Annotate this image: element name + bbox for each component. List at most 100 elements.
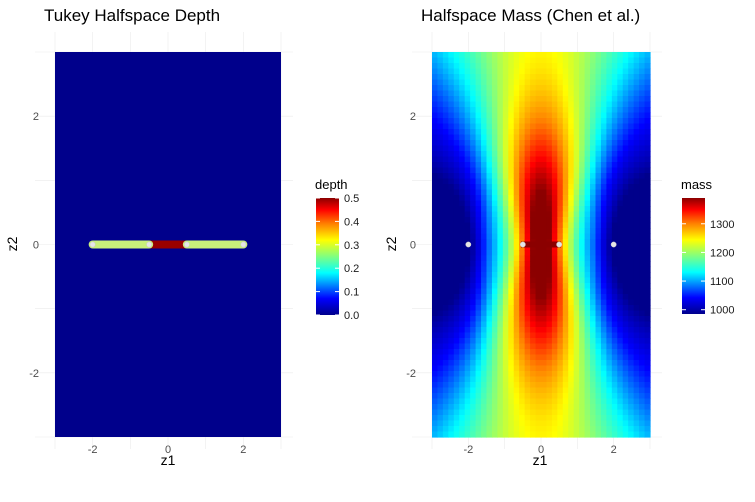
- mass-cell: [508, 299, 515, 306]
- mass-cell: [633, 376, 640, 383]
- mass-cell: [606, 173, 613, 180]
- mass-cell: [519, 277, 526, 284]
- mass-cell: [513, 316, 520, 323]
- mass-cell: [595, 167, 602, 174]
- mass-cell: [600, 167, 607, 174]
- data-point: [146, 241, 153, 248]
- mass-cell: [508, 112, 515, 119]
- mass-cell: [579, 288, 586, 295]
- mass-cell: [541, 294, 548, 301]
- mass-cell: [606, 261, 613, 268]
- mass-cell: [437, 79, 444, 86]
- mass-cell: [568, 250, 575, 257]
- mass-cell: [535, 228, 542, 235]
- mass-cell: [546, 332, 553, 339]
- mass-cell: [617, 266, 624, 273]
- mass-cell: [644, 228, 651, 235]
- mass-cell: [557, 107, 564, 114]
- mass-cell: [535, 107, 542, 114]
- mass-cell: [557, 244, 564, 251]
- mass-cell: [475, 310, 482, 317]
- mass-cell: [611, 294, 618, 301]
- mass-cell: [491, 90, 498, 97]
- mass-cell: [535, 85, 542, 92]
- mass-cell: [595, 162, 602, 169]
- mass-cell: [513, 96, 520, 103]
- mass-cell: [639, 68, 646, 75]
- mass-cell: [535, 283, 542, 290]
- mass-cell: [519, 222, 526, 229]
- mass-cell: [475, 162, 482, 169]
- mass-cell: [595, 68, 602, 75]
- mass-cell: [497, 343, 504, 350]
- mass-cell: [579, 420, 586, 427]
- mass-cell: [464, 68, 471, 75]
- mass-cell: [453, 112, 460, 119]
- mass-cell: [617, 310, 624, 317]
- mass-cell: [442, 90, 449, 97]
- mass-cell: [546, 387, 553, 394]
- mass-cell: [448, 404, 455, 411]
- mass-cell: [475, 101, 482, 108]
- mass-cell: [508, 167, 515, 174]
- mass-cell: [628, 365, 635, 372]
- mass-cell: [541, 206, 548, 213]
- mass-cell: [606, 360, 613, 367]
- mass-cell: [573, 266, 580, 273]
- mass-cell: [633, 327, 640, 334]
- mass-cell: [519, 145, 526, 152]
- mass-cell: [590, 107, 597, 114]
- mass-cell: [459, 195, 466, 202]
- mass-cell: [459, 134, 466, 141]
- mass-cell: [497, 365, 504, 372]
- mass-cell: [606, 63, 613, 70]
- mass-cell: [568, 277, 575, 284]
- mass-cell: [448, 68, 455, 75]
- mass-cell: [535, 112, 542, 119]
- mass-cell: [470, 79, 477, 86]
- mass-cell: [573, 52, 580, 59]
- mass-cell: [448, 338, 455, 345]
- mass-cell: [541, 387, 548, 394]
- mass-cell: [639, 222, 646, 229]
- mass-cell: [535, 140, 542, 147]
- mass-cell: [546, 360, 553, 367]
- mass-cell: [573, 162, 580, 169]
- mass-cell: [475, 228, 482, 235]
- mass-cell: [530, 387, 537, 394]
- mass-cell: [448, 211, 455, 218]
- mass-cell: [453, 178, 460, 185]
- mass-cell: [568, 426, 575, 433]
- mass-cell: [459, 68, 466, 75]
- mass-cell: [453, 310, 460, 317]
- mass-cell: [448, 255, 455, 262]
- mass-cell: [513, 310, 520, 317]
- mass-cell: [448, 393, 455, 400]
- mass-cell: [611, 338, 618, 345]
- mass-cell: [633, 217, 640, 224]
- mass-cell: [448, 90, 455, 97]
- mass-cell: [590, 343, 597, 350]
- mass-cell: [579, 415, 586, 422]
- mass-cell: [442, 79, 449, 86]
- mass-cell: [639, 354, 646, 361]
- mass-cell: [464, 343, 471, 350]
- mass-cell: [432, 85, 439, 92]
- mass-cell: [470, 266, 477, 273]
- mass-cell: [481, 228, 488, 235]
- mass-cell: [475, 431, 482, 438]
- mass-cell: [611, 299, 618, 306]
- mass-cell: [617, 222, 624, 229]
- mass-cell: [530, 398, 537, 405]
- mass-cell: [535, 162, 542, 169]
- mass-cell: [633, 343, 640, 350]
- mass-cell: [584, 178, 591, 185]
- mass-cell: [437, 57, 444, 64]
- mass-cell: [502, 68, 509, 75]
- mass-cell: [513, 228, 520, 235]
- mass-cell: [639, 316, 646, 323]
- mass-cell: [513, 283, 520, 290]
- mass-cell: [432, 107, 439, 114]
- mass-cell: [568, 393, 575, 400]
- mass-cell: [481, 178, 488, 185]
